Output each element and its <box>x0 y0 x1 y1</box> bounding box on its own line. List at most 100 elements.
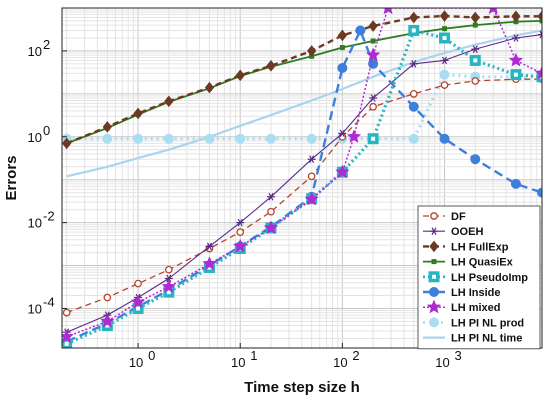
data-point <box>337 29 348 42</box>
data-point-center <box>207 265 212 270</box>
data-point <box>368 20 378 32</box>
y-tick-exponent: -4 <box>43 294 55 309</box>
data-point <box>370 38 376 44</box>
legend-marker <box>426 299 442 314</box>
data-point <box>408 133 419 144</box>
series-line <box>66 29 542 178</box>
legend-label: LH Inside <box>451 287 501 299</box>
y-tick-label: 10 <box>28 130 42 145</box>
x-tick-exponent: 3 <box>455 348 462 363</box>
x-tick-label: 10 <box>435 355 449 370</box>
data-point <box>133 107 143 120</box>
series-line <box>66 73 542 141</box>
data-point <box>439 69 450 80</box>
x-tick-label: 10 <box>129 355 143 370</box>
legend-label: LH PI NL time <box>451 333 522 345</box>
legend: DF OOEH LH FullExp LH QuasiEx LH PseudoImp LH… <box>417 205 541 350</box>
data-point <box>62 137 72 150</box>
x-axis-label: Time step size h <box>244 379 360 396</box>
data-point <box>205 242 214 251</box>
data-point <box>440 56 449 65</box>
data-point <box>365 47 381 62</box>
data-point <box>306 133 317 144</box>
x-tick-label: 10 <box>231 355 245 370</box>
data-point <box>232 238 248 253</box>
legend-label: LH PseudoImp <box>451 272 528 284</box>
data-point <box>355 25 366 36</box>
x-tick-exponent: 2 <box>352 348 359 363</box>
series-lh-mixed <box>62 8 542 343</box>
data-point <box>307 172 316 181</box>
legend-marker <box>431 259 437 265</box>
data-point <box>470 154 481 165</box>
series-lh-fullexp <box>62 10 542 150</box>
data-point <box>130 294 146 309</box>
y-tick-label: 10 <box>28 301 42 316</box>
data-point <box>100 313 115 328</box>
data-point <box>511 10 521 23</box>
x-tick-exponent: 1 <box>250 348 257 363</box>
data-point <box>134 279 142 288</box>
data-point-center <box>166 290 171 295</box>
data-point <box>470 11 480 24</box>
data-point <box>164 274 173 283</box>
data-point <box>267 207 275 216</box>
data-point <box>383 8 393 15</box>
data-point <box>440 81 449 89</box>
data-point <box>133 133 144 144</box>
data-point <box>508 52 524 67</box>
data-point <box>488 8 498 15</box>
data-point-center <box>442 36 447 41</box>
data-point <box>164 95 174 108</box>
data-point <box>235 69 245 82</box>
data-point <box>471 77 480 85</box>
data-point <box>538 30 542 39</box>
data-point <box>163 133 174 144</box>
y-tick-exponent: -2 <box>43 209 55 224</box>
data-point-center <box>105 323 110 328</box>
data-point-center <box>136 306 141 311</box>
data-point <box>62 329 74 343</box>
data-point <box>537 10 542 23</box>
legend-marker <box>429 240 439 253</box>
legend-marker <box>429 317 439 328</box>
data-point-center <box>513 72 518 77</box>
data-point <box>307 155 316 164</box>
data-point-center <box>411 28 416 33</box>
data-point <box>409 89 418 98</box>
data-point <box>236 218 245 227</box>
data-point <box>534 65 542 80</box>
data-point <box>439 10 450 22</box>
data-point <box>442 26 448 32</box>
series-line <box>66 29 542 343</box>
data-point <box>202 256 217 270</box>
legend-label: OOEH <box>451 226 483 238</box>
legend-marker <box>430 212 438 220</box>
data-point <box>346 129 362 143</box>
data-point <box>102 133 113 144</box>
data-point <box>263 220 279 235</box>
legend-label: LH QuasiEx <box>451 257 514 269</box>
data-point <box>62 308 71 317</box>
y-tick-exponent: 0 <box>43 123 50 138</box>
series-lh-pi-nl-time <box>66 29 542 178</box>
legend-marker <box>430 227 438 235</box>
data-point <box>306 45 317 57</box>
x-tick-exponent: 0 <box>148 348 155 363</box>
legend-label: LH mixed <box>451 302 501 314</box>
data-point-center <box>371 136 376 141</box>
x-tick-label: 10 <box>333 355 347 370</box>
data-point <box>537 187 542 198</box>
data-point <box>266 60 276 72</box>
legend-marker <box>429 287 439 297</box>
legend-label: LH FullExp <box>451 241 509 253</box>
data-point <box>369 102 377 111</box>
y-tick-label: 10 <box>28 44 42 59</box>
data-point <box>102 121 112 133</box>
data-point <box>368 58 379 69</box>
data-point <box>408 101 419 112</box>
data-point-center <box>64 341 69 346</box>
legend-label: DF <box>451 211 466 223</box>
data-point <box>204 81 215 94</box>
data-point <box>409 60 418 68</box>
